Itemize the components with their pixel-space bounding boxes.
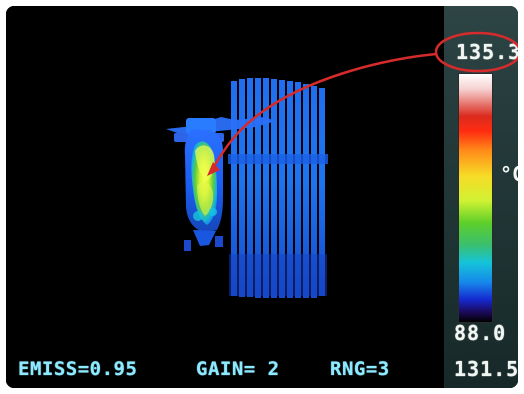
gain-status: GAIN= 2 bbox=[196, 358, 280, 380]
emissivity-status: EMISS=0.95 bbox=[18, 358, 138, 380]
spot-temperature-readout: 131.5 bbox=[454, 357, 518, 381]
scale-min-value: 88.0 bbox=[454, 321, 507, 345]
range-status: RNG=3 bbox=[330, 358, 390, 380]
thermal-image-view bbox=[6, 6, 444, 388]
temperature-color-bar bbox=[458, 73, 493, 323]
thermal-scene bbox=[166, 78, 328, 298]
thermal-camera-screen: 135.3 °C 88.0 131.5 EMISS=0.95 GAIN= 2 R… bbox=[6, 6, 518, 388]
temperature-unit-label: °C bbox=[500, 162, 518, 186]
scale-max-value: 135.3 bbox=[456, 40, 518, 64]
heatsink-fins bbox=[228, 78, 328, 298]
temperature-scale-panel: 135.3 °C 88.0 131.5 bbox=[444, 6, 518, 388]
camera-status-bar: EMISS=0.95 GAIN= 2 RNG=3 bbox=[6, 355, 444, 388]
